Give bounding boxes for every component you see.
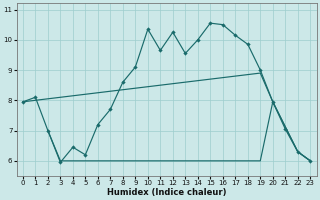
X-axis label: Humidex (Indice chaleur): Humidex (Indice chaleur) <box>107 188 226 197</box>
